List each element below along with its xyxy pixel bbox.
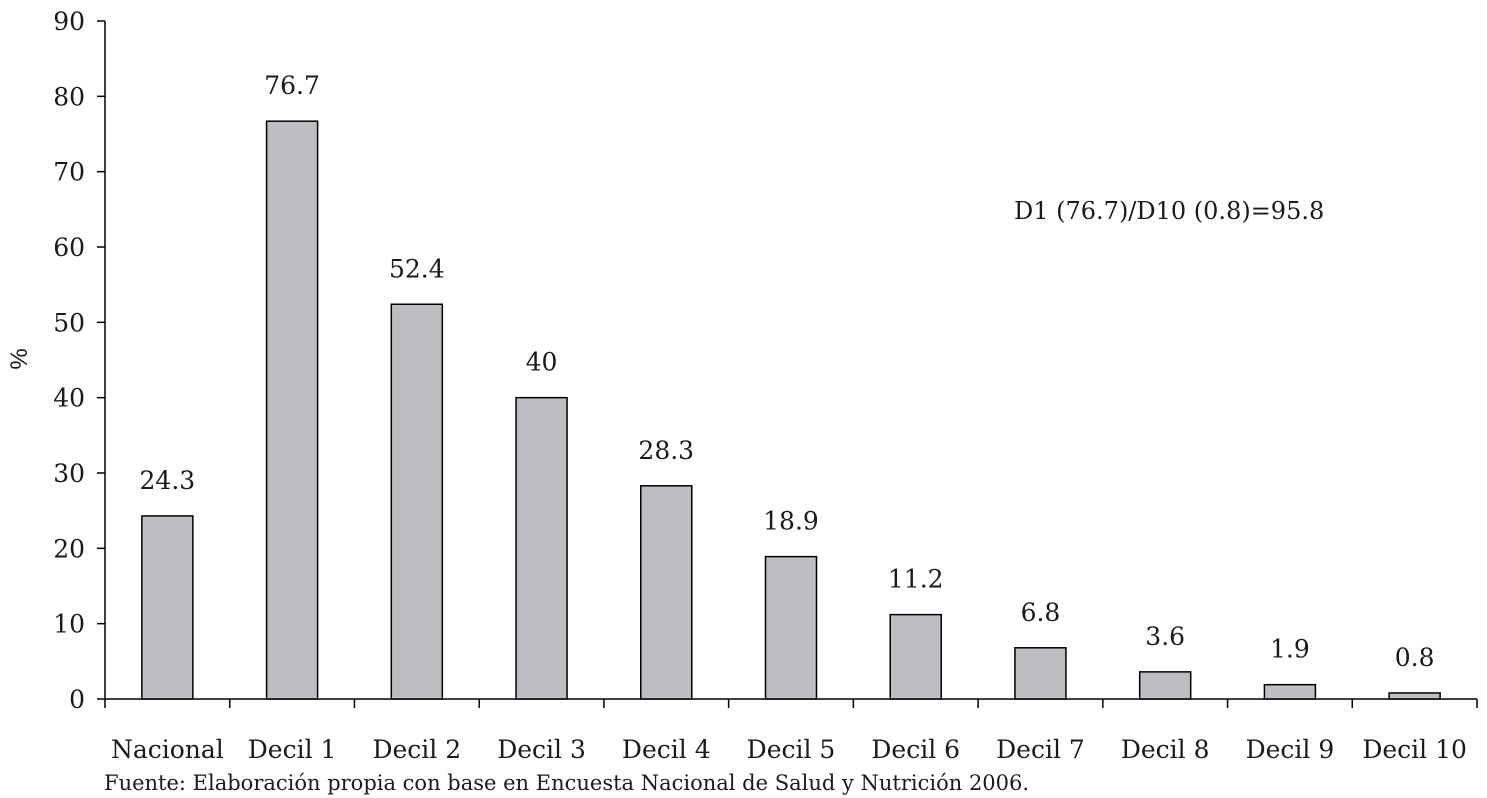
bar-decil-7: [1014, 647, 1067, 700]
bar-decil-5: [764, 555, 818, 700]
bar-decil-4: [640, 485, 693, 700]
y-tick-label: 0: [69, 685, 85, 714]
bar-decil-3: [515, 396, 568, 700]
y-tick-label: 90: [53, 7, 85, 36]
y-tick-label: 20: [53, 534, 85, 563]
source-note: Fuente: Elaboración propia con base en E…: [104, 771, 1029, 795]
y-axis-label: %: [6, 348, 33, 369]
y-axis: 0 10 20 30 40 50 60 70 80 90: [53, 7, 106, 714]
y-tick-label: 10: [53, 610, 85, 639]
y-tick-label: 30: [53, 459, 85, 488]
value-label: 28.3: [638, 436, 694, 465]
category-label: Decil 1: [248, 735, 337, 764]
category-label: Decil 4: [622, 735, 711, 764]
category-label: Decil 6: [871, 735, 960, 764]
value-label: 40: [526, 348, 558, 377]
ratio-annotation: D1 (76.7)/D10 (0.8)=95.8: [1014, 197, 1324, 225]
bar-decil-6: [889, 613, 942, 700]
value-label: 11.2: [888, 565, 944, 594]
category-labels: Nacional Decil 1 Decil 2 Decil 3 Decil 4 Deci…: [111, 735, 1467, 764]
x-axis: [104, 698, 1478, 708]
value-label: 24.3: [140, 466, 196, 495]
value-label: 18.9: [763, 507, 819, 536]
bar-decil-8: [1138, 671, 1192, 700]
bar-decil-2: [390, 303, 444, 700]
value-label: 0.8: [1395, 643, 1435, 672]
value-label: 3.6: [1145, 622, 1185, 651]
category-label: Decil 8: [1121, 735, 1210, 764]
bar-nacional: [141, 515, 194, 700]
bar-decil-1: [265, 120, 319, 700]
bars: [141, 120, 1441, 700]
category-label: Decil 2: [372, 735, 461, 764]
value-label: 1.9: [1270, 635, 1310, 664]
value-label: 76.7: [264, 71, 320, 100]
category-label: Nacional: [111, 735, 224, 764]
y-tick-label: 50: [53, 308, 85, 337]
value-label: 6.8: [1021, 598, 1061, 627]
y-tick-label: 70: [53, 158, 85, 187]
value-label: 52.4: [389, 254, 445, 283]
y-tick-label: 80: [53, 82, 85, 111]
y-tick-label: 40: [53, 384, 85, 413]
category-label: Decil 10: [1362, 735, 1467, 764]
value-labels: 24.3 76.7 52.4 40 28.3 18.9 11.2 6.8 3.6 1.9 0.8: [140, 71, 1435, 672]
bar-decil-10: [1388, 692, 1441, 700]
y-tick-label: 60: [53, 233, 85, 262]
category-label: Decil 7: [996, 735, 1085, 764]
category-label: Decil 5: [747, 735, 836, 764]
category-label: Decil 3: [497, 735, 586, 764]
category-label: Decil 9: [1246, 735, 1335, 764]
bar-decil-9: [1263, 683, 1317, 700]
